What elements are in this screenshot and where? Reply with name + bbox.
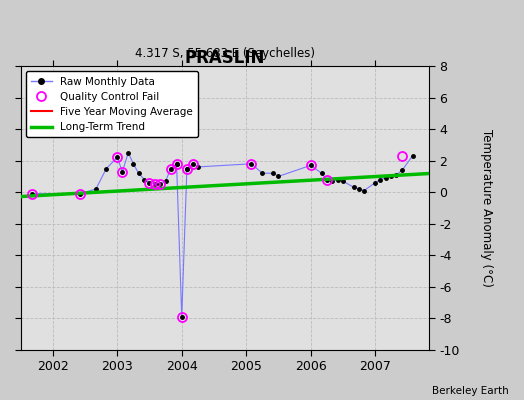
Text: Berkeley Earth: Berkeley Earth	[432, 386, 508, 396]
Legend: Raw Monthly Data, Quality Control Fail, Five Year Moving Average, Long-Term Tren: Raw Monthly Data, Quality Control Fail, …	[26, 71, 198, 138]
Title: PRASLIN: PRASLIN	[184, 49, 265, 67]
Y-axis label: Temperature Anomaly (°C): Temperature Anomaly (°C)	[481, 129, 493, 287]
Text: 4.317 S, 55.683 E (Seychelles): 4.317 S, 55.683 E (Seychelles)	[135, 48, 314, 60]
